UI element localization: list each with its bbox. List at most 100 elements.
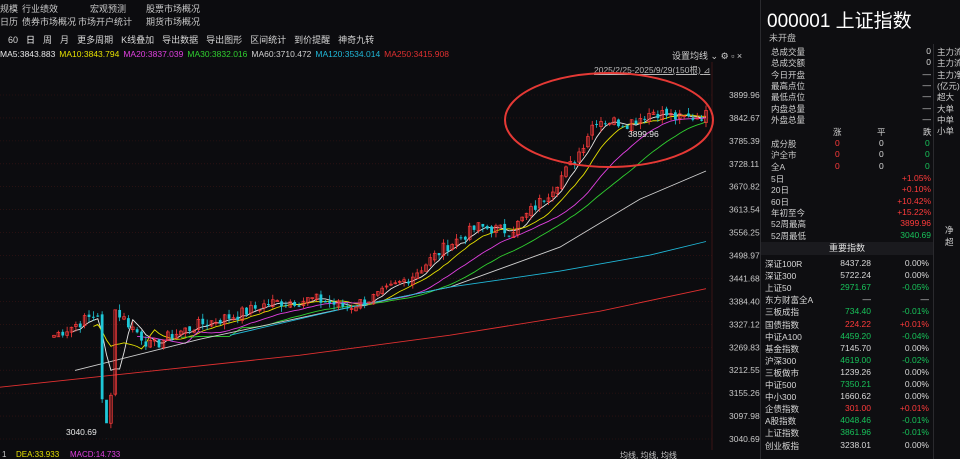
index-row[interactable]: 中小300 1660.62 0.00% xyxy=(765,391,933,403)
restore-icon[interactable]: ▫ xyxy=(731,51,735,61)
ma-legend-item: MA120:3534.014 xyxy=(315,49,381,59)
toolbar-button[interactable]: K线叠加 xyxy=(121,35,155,45)
stat-key: 沪全市 xyxy=(771,150,797,161)
period-tab[interactable]: 60 xyxy=(8,34,19,45)
candle-body xyxy=(240,307,244,321)
index-row[interactable]: 上证50 2971.67 -0.05% xyxy=(765,282,933,294)
index-price: 3238.01 xyxy=(840,439,871,450)
index-row[interactable]: 东方财富全A — — xyxy=(765,294,933,306)
toolbar-button[interactable]: 神奇九转 xyxy=(338,35,375,45)
index-row[interactable]: 三板成指 734.40 -0.01% xyxy=(765,306,933,318)
index-name: 中小300 xyxy=(765,392,797,403)
index-row[interactable]: 中证A100 4459.20 -0.04% xyxy=(765,331,933,343)
y-tick-label: 3728.11 xyxy=(729,159,759,169)
top-link[interactable]: 行业绩效 xyxy=(22,4,59,14)
summary-row: 今日开盘 — xyxy=(771,69,931,80)
summary-row: 内盘总量 — xyxy=(771,103,931,114)
perf-value: +0.10% xyxy=(901,184,931,195)
stat-header: 涨 xyxy=(833,127,842,137)
candle-body xyxy=(354,306,358,312)
candle-body xyxy=(472,225,476,230)
candle-body xyxy=(170,334,174,339)
toolbar-button[interactable]: 导出图形 xyxy=(206,35,243,45)
index-row[interactable]: 深证100R 8437.28 0.00% xyxy=(765,258,933,270)
index-row[interactable]: 创业板指 3238.01 0.00% xyxy=(765,440,933,452)
toolbar-button[interactable]: 区间统计 xyxy=(250,35,287,45)
index-row[interactable]: 三板做市 1239.26 0.00% xyxy=(765,367,933,379)
perf-value: +15.22% xyxy=(897,206,931,217)
top-link[interactable]: 股票市场概况 xyxy=(146,4,201,14)
macd-value: MACD:14.733 xyxy=(70,450,121,459)
index-row[interactable]: 中证500 7350.21 0.00% xyxy=(765,379,933,391)
index-row[interactable]: 企债指数 301.00 +0.01% xyxy=(765,403,933,415)
candle-body xyxy=(498,224,503,229)
period-tab[interactable]: 月 xyxy=(60,35,70,45)
perf-key: 5日 xyxy=(771,174,785,184)
candle-body xyxy=(310,297,314,299)
index-row[interactable]: 沪深300 4619.00 -0.02% xyxy=(765,355,933,367)
perf-row: 年初至今 +15.22% xyxy=(771,207,931,218)
candle-body xyxy=(157,339,161,348)
indicator-tabs[interactable]: 均线, 均线, 均线 xyxy=(620,451,677,459)
top-link[interactable]: 宏观预测 xyxy=(90,4,127,14)
pin-icon: ⊿ xyxy=(703,65,711,75)
stat-up: 0 xyxy=(835,160,840,171)
candle-body xyxy=(595,123,599,125)
index-change: +0.01% xyxy=(899,318,929,329)
candle-body xyxy=(56,331,61,338)
candle-body xyxy=(118,309,122,318)
settings-ma-button[interactable]: 设置均线 ⌄ ⚙ ▫ × xyxy=(672,49,742,62)
gear-icon[interactable]: ⚙ xyxy=(720,51,729,61)
index-row[interactable]: 深证300 5722.24 0.00% xyxy=(765,270,933,282)
top-link[interactable]: 规模 xyxy=(0,4,19,14)
perf-row: 52周最低 3040.69 xyxy=(771,230,931,241)
candle-body xyxy=(284,304,288,306)
toolbar-button[interactable]: 更多周期 xyxy=(77,35,114,45)
y-tick-label: 3097.98 xyxy=(729,411,760,421)
period-tab[interactable]: 日 xyxy=(26,35,36,45)
candle-body xyxy=(253,305,257,309)
kline-chart[interactable]: 3899.96 3842.67 3785.39 3728.11 3670.82 3613.… xyxy=(0,62,760,450)
candle-body xyxy=(577,151,581,163)
perf-key: 52周最低 xyxy=(771,230,806,241)
candle-body xyxy=(174,333,179,339)
candle-body xyxy=(152,339,157,342)
candle-body xyxy=(419,270,424,274)
panel-divider xyxy=(933,44,934,459)
ma-legend-item: MA10:3843.794 xyxy=(59,49,120,59)
candle-body xyxy=(533,205,537,210)
index-price: — xyxy=(862,294,872,305)
top-links: 规模 行业绩效 宏观预测 股票市场概况 日历 债券市场概况 市场开户统计 期货市场概况 xyxy=(0,0,760,30)
chart-toolbar: 60 日周月更多周期 K线叠加 导出数据 导出图形 区间统计 到价提醒 神奇九转 xyxy=(0,31,760,48)
index-change: -0.01% xyxy=(902,306,929,317)
candle-body xyxy=(367,301,371,304)
index-row[interactable]: 基金指数 7145.70 0.00% xyxy=(765,343,933,355)
candle-body xyxy=(218,320,222,324)
index-price: 2971.67 xyxy=(840,282,871,293)
index-row[interactable]: 国债指数 224.22 +0.01% xyxy=(765,319,933,331)
y-tick-label: 3556.25 xyxy=(729,228,760,238)
fund-flow-label: 主力流 xyxy=(937,47,960,57)
top-link[interactable]: 期货市场概况 xyxy=(146,17,201,27)
summary-value: — xyxy=(922,102,932,113)
top-link[interactable]: 债券市场概况 xyxy=(22,17,77,27)
toolbar-button[interactable]: 导出数据 xyxy=(162,35,199,45)
index-row[interactable]: A股指数 4048.46 -0.01% xyxy=(765,415,933,427)
period-tab[interactable]: 周 xyxy=(43,35,53,45)
fund-flow-label: 大单 xyxy=(937,103,955,114)
top-link[interactable]: 日历 xyxy=(0,17,19,27)
candle-body xyxy=(428,257,433,266)
date-range-label[interactable]: 2025/2/25-2025/9/29(150根) ⊿ xyxy=(594,65,711,75)
top-link[interactable]: 市场开户统计 xyxy=(78,17,133,27)
market-status: 未开盘 xyxy=(769,33,797,43)
candle-body xyxy=(196,319,201,331)
candle-body xyxy=(65,331,69,336)
index-price: 4459.20 xyxy=(840,330,871,341)
stat-header: 平 xyxy=(877,127,886,137)
candle-body xyxy=(192,330,196,333)
close-icon[interactable]: × xyxy=(736,51,743,61)
candle-body xyxy=(490,226,493,234)
candle-body xyxy=(581,147,586,154)
index-row[interactable]: 上证指数 3861.96 -0.01% xyxy=(765,427,933,439)
toolbar-button[interactable]: 到价提醒 xyxy=(294,35,331,45)
